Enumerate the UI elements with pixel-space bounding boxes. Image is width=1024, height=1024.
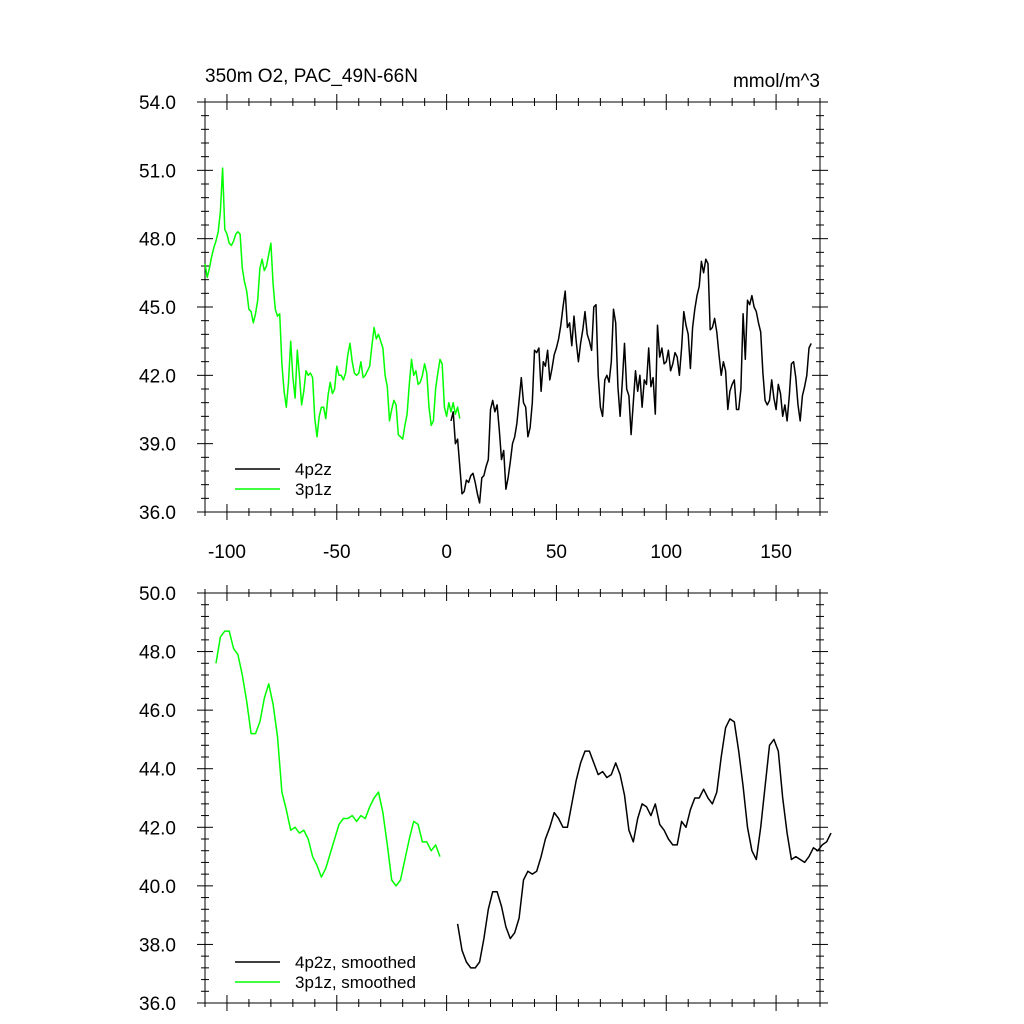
bottom-panel: 36.0 38.0 40.0 42.0 44.0 46.0 48.0 50.0 4p2z, sm…: [139, 584, 832, 1015]
y-tick-label: 46.0: [139, 701, 176, 722]
legend-label: 3p1z, smoothed: [295, 973, 416, 992]
y-tick-label: 48.0: [139, 643, 176, 664]
y-tick-label: 48.0: [139, 230, 176, 251]
x-tick-label: 50: [546, 542, 567, 563]
x-tick-label: 150: [760, 542, 792, 563]
y-tick-label: 42.0: [139, 818, 176, 839]
y-tick-label: 51.0: [139, 161, 176, 182]
top-panel: 350m O2, PAC_49N-66N mmol/m^3 -100 -50 0 50…: [139, 66, 828, 563]
plot-frame: [204, 101, 821, 513]
y-tick-label: 36.0: [139, 503, 176, 524]
series-line-4p2z-smoothed: [456, 718, 832, 969]
y-tick-label: 38.0: [139, 935, 176, 956]
chart-title: 350m O2, PAC_49N-66N: [205, 66, 418, 87]
x-tick-label: -50: [323, 542, 350, 563]
legend-label: 4p2z, smoothed: [295, 953, 416, 972]
series-line-3p1z-smoothed: [215, 630, 441, 887]
y-tick-label: 40.0: [139, 877, 176, 898]
y-tick-label: 50.0: [139, 584, 176, 605]
y-tick-label: 36.0: [139, 994, 176, 1015]
y-tick-label: 39.0: [139, 435, 176, 456]
legend-label: 4p2z: [295, 460, 332, 479]
y-tick-label: 42.0: [139, 366, 176, 387]
x-tick-label: -100: [208, 542, 246, 563]
x-tick-label: 100: [650, 542, 682, 563]
series-line-4p2z: [450, 258, 812, 504]
y-tick-label: 54.0: [139, 93, 176, 114]
y-tick-label: 44.0: [139, 760, 176, 781]
x-tick-label: 0: [441, 542, 452, 563]
legend-label: 3p1z: [295, 480, 332, 499]
plot-frame: [204, 592, 821, 1004]
y-tick-label: 45.0: [139, 298, 176, 319]
series-line-3p1z: [204, 167, 461, 440]
unit-label: mmol/m^3: [733, 71, 820, 92]
